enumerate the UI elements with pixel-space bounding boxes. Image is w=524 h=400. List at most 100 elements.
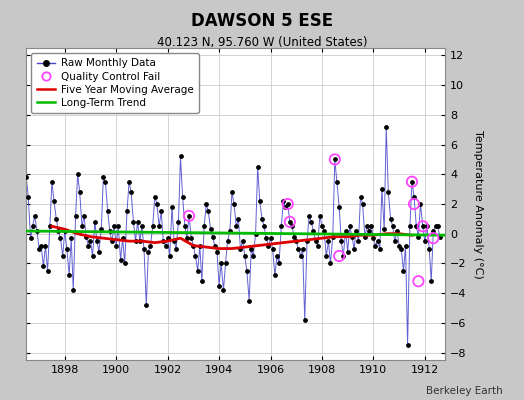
Point	[159, 238, 168, 244]
Point	[258, 216, 266, 222]
Point	[73, 171, 82, 178]
Point	[252, 230, 260, 237]
Point	[91, 219, 99, 225]
Point	[305, 213, 313, 219]
Point	[339, 253, 347, 259]
Point	[427, 278, 435, 284]
Point	[50, 198, 58, 204]
Point	[303, 238, 311, 244]
Point	[238, 238, 247, 244]
Point	[28, 223, 37, 230]
Y-axis label: Temperature Anomaly (°C): Temperature Anomaly (°C)	[473, 130, 484, 278]
Point	[56, 235, 64, 241]
Text: DAWSON 5 ESE: DAWSON 5 ESE	[191, 12, 333, 30]
Point	[69, 287, 78, 293]
Point	[425, 245, 433, 252]
Point	[283, 201, 292, 207]
Point	[260, 223, 268, 230]
Point	[82, 234, 90, 240]
Point	[249, 253, 257, 259]
Point	[150, 193, 159, 200]
Point	[345, 223, 354, 230]
Point	[297, 253, 305, 259]
Point	[311, 238, 320, 244]
Point	[435, 234, 444, 240]
Point	[101, 178, 110, 185]
Point	[431, 223, 440, 230]
Point	[163, 235, 172, 241]
Point	[144, 248, 152, 255]
Point	[356, 193, 365, 200]
Point	[59, 253, 67, 259]
Point	[209, 234, 217, 240]
Point	[290, 234, 298, 240]
Point	[43, 268, 52, 274]
Point	[331, 156, 339, 163]
Point	[343, 248, 352, 255]
Point	[403, 342, 412, 348]
Point	[104, 208, 112, 215]
Point	[350, 245, 358, 252]
Point	[166, 253, 174, 259]
Point	[127, 189, 135, 195]
Point	[228, 189, 236, 195]
Point	[234, 216, 243, 222]
Point	[148, 223, 157, 230]
Point	[273, 253, 281, 259]
Point	[71, 213, 80, 219]
Point	[195, 242, 204, 249]
Point	[211, 242, 219, 249]
Point	[226, 228, 234, 234]
Point	[358, 201, 367, 207]
Point	[75, 189, 84, 195]
Point	[230, 201, 238, 207]
Point	[324, 238, 333, 244]
Point	[281, 204, 290, 210]
Point	[408, 178, 416, 185]
Point	[408, 178, 416, 185]
Text: Berkeley Earth: Berkeley Earth	[427, 386, 503, 396]
Point	[129, 219, 138, 225]
Point	[254, 164, 262, 170]
Point	[266, 235, 275, 241]
Point	[382, 124, 390, 130]
Point	[376, 245, 384, 252]
Point	[361, 234, 369, 240]
Point	[374, 238, 382, 244]
Point	[168, 204, 176, 210]
Point	[176, 153, 184, 160]
Point	[223, 238, 232, 244]
Point	[301, 317, 309, 323]
Point	[386, 216, 395, 222]
Point	[299, 245, 307, 252]
Point	[352, 228, 361, 234]
Point	[333, 178, 341, 185]
Point	[384, 189, 392, 195]
Point	[365, 228, 373, 234]
Point	[22, 174, 30, 180]
Point	[121, 260, 129, 267]
Point	[348, 234, 356, 240]
Point	[335, 253, 343, 259]
Point	[388, 223, 397, 230]
Point	[279, 198, 288, 204]
Text: 40.123 N, 95.760 W (United States): 40.123 N, 95.760 W (United States)	[157, 36, 367, 49]
Point	[183, 235, 191, 241]
Point	[397, 245, 406, 252]
Point	[181, 223, 189, 230]
Point	[268, 245, 277, 252]
Point	[217, 260, 225, 267]
Point	[247, 245, 255, 252]
Point	[215, 282, 223, 289]
Point	[399, 268, 408, 274]
Point	[24, 193, 32, 200]
Point	[202, 201, 211, 207]
Point	[245, 297, 254, 304]
Point	[421, 238, 429, 244]
Point	[380, 226, 388, 232]
Point	[161, 242, 170, 249]
Point	[277, 223, 286, 230]
Point	[433, 223, 442, 230]
Point	[390, 238, 399, 244]
Point	[329, 234, 337, 240]
